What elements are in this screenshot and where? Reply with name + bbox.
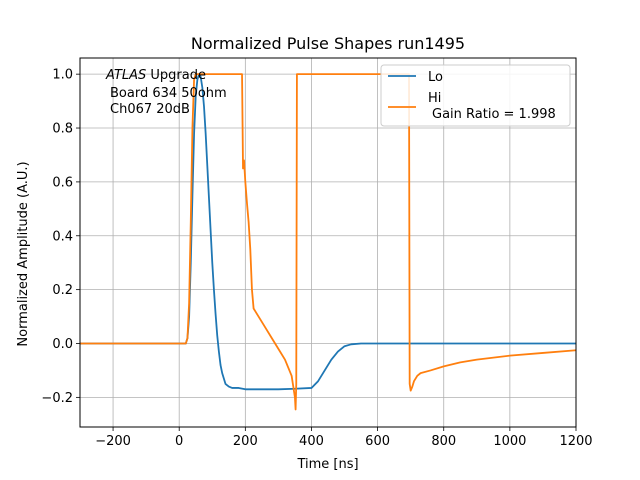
series-line-lo xyxy=(80,73,576,391)
annotation: ATLAS Upgrade Board 634 50ohm Ch067 20dB xyxy=(105,68,227,117)
x-tick-label: 400 xyxy=(299,434,324,449)
x-tick-label: 1000 xyxy=(493,434,526,449)
series-group xyxy=(80,73,577,411)
x-tick-label: 600 xyxy=(365,434,390,449)
annotation-line-1: ATLAS Upgrade xyxy=(105,68,206,83)
x-tick-label: −200 xyxy=(95,434,131,449)
x-tick-label: 800 xyxy=(431,434,456,449)
ticks: −200 0 200 400 600 800 1000 1200 −0.2 0.0 0.2 0.4 0.… xyxy=(41,68,592,449)
y-tick-label: 0.2 xyxy=(52,283,73,298)
legend-box xyxy=(380,64,571,127)
y-tick-label: 0.4 xyxy=(52,229,73,244)
y-tick-label: 0.8 xyxy=(52,122,73,137)
annotation-line-2: Board 634 50ohm xyxy=(110,86,227,101)
y-tick-label: 1.0 xyxy=(52,68,73,83)
legend-label-hi: Hi xyxy=(428,91,441,106)
y-tick-label: 0.0 xyxy=(52,337,73,352)
x-tick-label: 200 xyxy=(233,434,258,449)
plot-frame xyxy=(79,57,577,428)
series-line-hi xyxy=(80,73,577,411)
x-axis-label: Time [ns] xyxy=(296,457,358,472)
annotation-line-3: Ch067 20dB xyxy=(110,102,190,117)
y-axis-label: Normalized Amplitude (A.U.) xyxy=(16,161,31,346)
annotation-upgrade: Upgrade xyxy=(146,68,206,83)
legend-label-lo: Lo xyxy=(428,70,443,85)
y-tick-label: 0.6 xyxy=(52,175,73,190)
annotation-atlas: ATLAS xyxy=(105,68,146,83)
x-tick-label: 0 xyxy=(175,434,183,449)
y-tick-label: −0.2 xyxy=(41,391,73,406)
x-tick-label: 1200 xyxy=(559,434,592,449)
legend-label-gain-ratio: Gain Ratio = 1.998 xyxy=(432,107,556,122)
legend: Lo Hi Gain Ratio = 1.998 xyxy=(380,64,571,127)
chart-title: Normalized Pulse Shapes run1495 xyxy=(191,34,465,53)
